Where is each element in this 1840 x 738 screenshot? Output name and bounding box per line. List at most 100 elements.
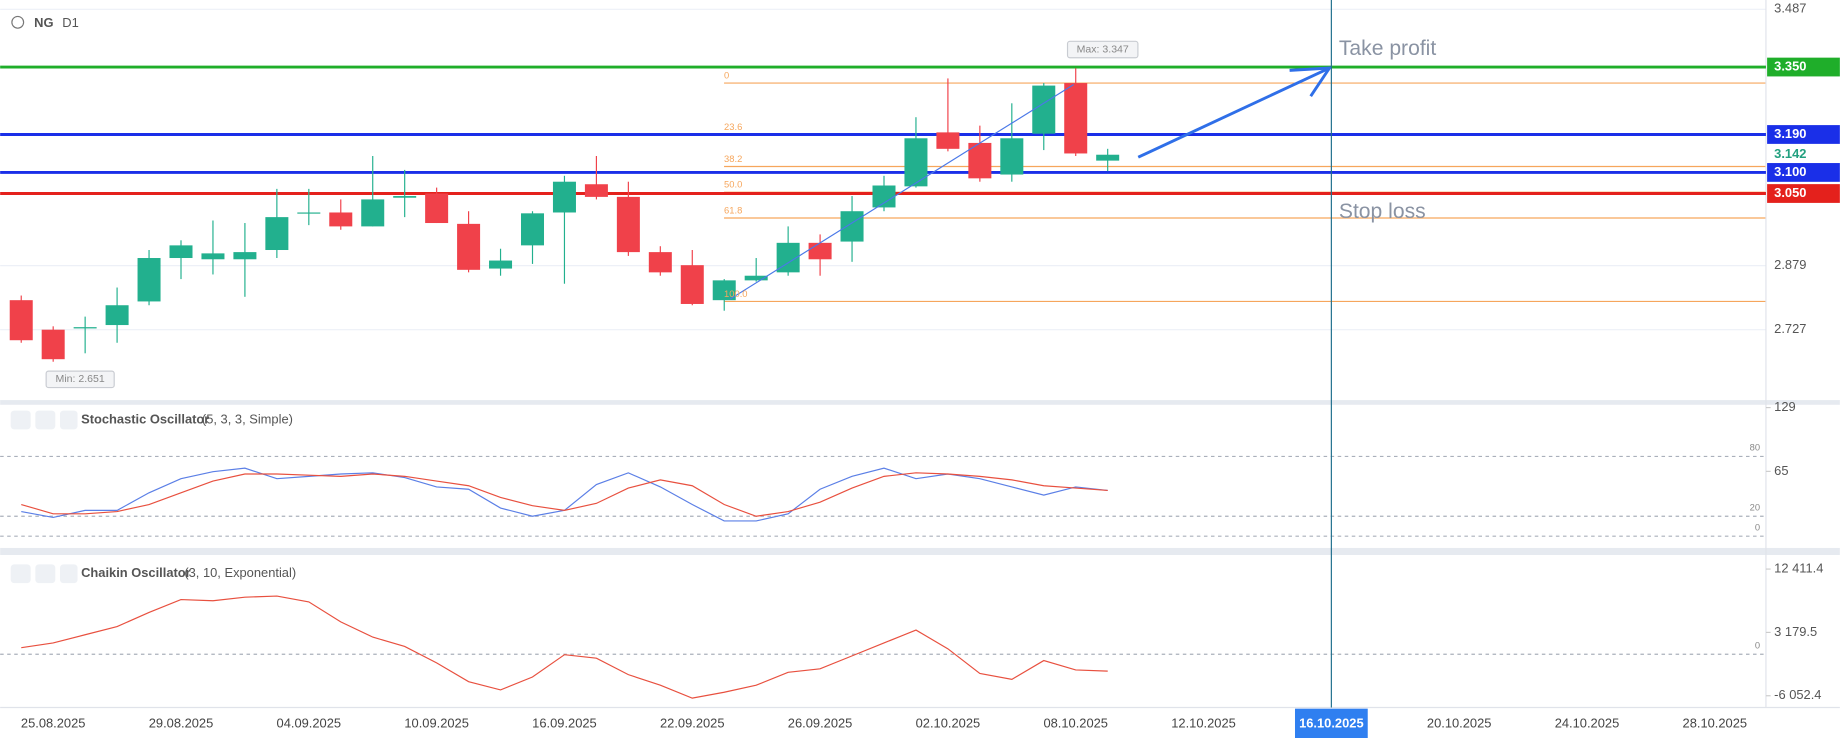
close-button[interactable] <box>59 564 78 584</box>
panel-separator <box>0 547 1840 555</box>
candle-body <box>233 252 257 260</box>
x-tick-label: 04.09.2025 <box>277 715 342 730</box>
price-label-box <box>1767 163 1840 182</box>
candle-body <box>680 265 704 304</box>
price-label-box <box>1767 184 1840 203</box>
close-button[interactable] <box>59 410 78 430</box>
x-tick-label: 25.08.2025 <box>21 715 86 730</box>
y-tick-label: -6 052.4 <box>1774 687 1821 702</box>
level-label: 0 <box>1755 641 1760 651</box>
eye-button[interactable] <box>10 564 31 584</box>
candle-body <box>520 213 545 246</box>
indicator-title: Chaikin Oscillator <box>81 565 191 580</box>
candle-body <box>9 300 33 341</box>
indicator-params: (3, 10, Exponential) <box>184 565 296 580</box>
indicator-title: Stochastic Oscillator <box>81 411 209 426</box>
candle-body <box>329 212 353 227</box>
price-label-box <box>1767 125 1840 144</box>
fib-label: 23.6 <box>724 122 742 132</box>
fib-label: 61.8 <box>724 205 742 215</box>
arrow-head <box>1289 66 1333 98</box>
indicator-line <box>21 595 1108 699</box>
candle-body <box>393 196 417 198</box>
candle-body <box>616 196 640 253</box>
x-tick-label: 12.10.2025 <box>1171 715 1236 730</box>
symbol: NG <box>34 15 53 30</box>
candle-body <box>552 181 576 213</box>
candle-body <box>840 211 864 242</box>
candle-body <box>457 223 481 270</box>
y-tick-label: 12 411.4 <box>1774 560 1823 575</box>
x-tick-label: 22.09.2025 <box>660 715 725 730</box>
max-label: Max: 3.347 <box>1077 43 1129 55</box>
fib-label: 100.0 <box>724 289 747 299</box>
timeframe[interactable]: D1 <box>62 15 78 30</box>
candle-body <box>169 245 193 259</box>
candle-body <box>105 305 129 326</box>
x-tick-label: 26.09.2025 <box>788 715 853 730</box>
y-tick-label: 2.727 <box>1774 321 1806 336</box>
x-tick-label: 10.09.2025 <box>404 715 469 730</box>
indicator-params: (5, 3, 3, Simple) <box>202 411 293 426</box>
indicator-line <box>21 472 1108 517</box>
price-label: 3.050 <box>1774 185 1806 200</box>
y-tick-label: 3 179.5 <box>1774 624 1817 639</box>
arrow-line[interactable] <box>1137 66 1331 159</box>
candle-body <box>265 217 289 251</box>
candle-body <box>73 327 97 329</box>
candle-body <box>872 185 896 208</box>
level-label: 20 <box>1750 502 1760 512</box>
fib-label: 38.2 <box>724 154 742 164</box>
x-tick-label: 28.10.2025 <box>1683 715 1748 730</box>
candle-body <box>41 329 65 360</box>
fib-label: 0 <box>724 70 729 80</box>
candle-body <box>648 252 672 273</box>
trend-line[interactable] <box>729 83 1075 300</box>
candle-body <box>968 142 992 179</box>
y-tick-label: 65 <box>1774 463 1788 478</box>
x-tick-label: 29.08.2025 <box>149 715 214 730</box>
candle-body <box>1064 83 1088 154</box>
candle-body <box>1032 85 1056 134</box>
candle-body <box>489 260 513 269</box>
price-label: 3.100 <box>1774 164 1806 179</box>
candle-body <box>297 212 321 214</box>
settings-button[interactable] <box>35 564 56 584</box>
take-profit-label: Take profit <box>1339 37 1437 60</box>
price-label: 3.190 <box>1774 126 1806 141</box>
plot-layer <box>0 65 1766 699</box>
candle-body <box>776 242 800 273</box>
x-tick-label: 20.10.2025 <box>1427 715 1492 730</box>
x-tick-label: 02.10.2025 <box>916 715 981 730</box>
candle-body <box>137 258 161 302</box>
candle-body <box>904 138 928 187</box>
candle-body <box>744 275 768 281</box>
fib-label: 50.0 <box>724 180 742 190</box>
candle-body <box>936 132 960 149</box>
price-label-box <box>1767 57 1840 77</box>
stop-loss-label: Stop loss <box>1339 200 1426 223</box>
candle-body <box>361 199 385 227</box>
price-label: 3.350 <box>1774 58 1806 73</box>
candle-body <box>201 253 225 260</box>
date-cursor-box <box>1294 708 1368 738</box>
info-icon[interactable] <box>11 15 25 29</box>
current-price-label: 3.142 <box>1774 146 1806 161</box>
level-label: 80 <box>1750 443 1760 453</box>
x-tick-label: 08.10.2025 <box>1043 715 1108 730</box>
eye-button[interactable] <box>10 410 31 430</box>
indicator-controls <box>10 410 78 584</box>
panel-separator <box>0 400 1840 405</box>
candle-body <box>425 193 449 224</box>
min-label-box <box>45 370 115 389</box>
x-tick-label: 16.10.2025 <box>1299 715 1364 730</box>
candle-body <box>712 280 736 301</box>
y-tick-label: 3.487 <box>1774 1 1806 16</box>
settings-button[interactable] <box>35 410 56 430</box>
level-label: 0 <box>1755 522 1760 532</box>
candle-body <box>1096 154 1120 161</box>
axis-layer: 25.08.2025 29.08.2025 04.09.2025 10.09.2025… <box>21 0 1840 738</box>
max-label-box <box>1066 40 1139 59</box>
